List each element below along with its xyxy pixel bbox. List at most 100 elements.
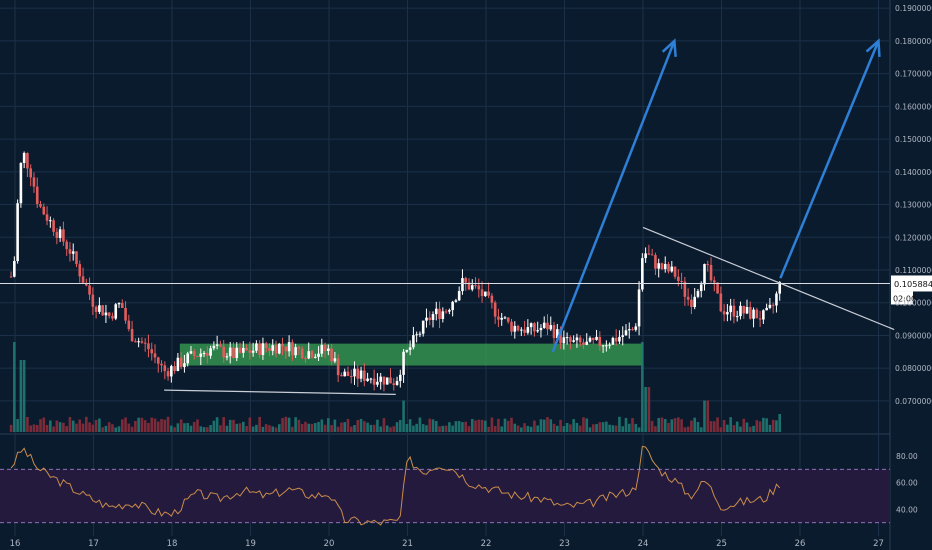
volume-bar — [506, 420, 510, 432]
candle-body — [637, 289, 641, 327]
volume-bar — [696, 421, 700, 432]
countdown-tag: 02:00 — [893, 294, 916, 303]
volume-bar — [219, 425, 222, 432]
price-tick-label: 0.17000000 — [895, 70, 932, 79]
candle-body — [65, 241, 68, 250]
volume-bar — [127, 423, 131, 432]
candle-body — [454, 300, 458, 302]
candle-body — [382, 376, 386, 385]
volume-bar — [614, 425, 618, 432]
volume-bar — [228, 419, 232, 432]
volume-bar — [26, 417, 29, 432]
time-tick-label: 18 — [167, 539, 178, 549]
candle-body — [490, 295, 494, 303]
volume-bar — [291, 426, 294, 432]
time-axis[interactable]: 16 17 18 19 20 21 22 23 24 25 26 27 — [10, 539, 884, 549]
volume-bar — [758, 421, 762, 432]
volume-bar — [160, 419, 163, 432]
volume-bar — [45, 424, 49, 432]
volume-bar — [323, 424, 327, 432]
price-tick-label: 0.10000000 — [895, 299, 932, 308]
trendlines — [164, 226, 895, 395]
volume-bar — [16, 419, 19, 432]
candle-body — [520, 329, 523, 331]
volume-bar — [405, 423, 409, 432]
candle-body — [71, 251, 75, 254]
candle-body — [245, 347, 248, 351]
candle-body — [140, 341, 144, 343]
volume-bar — [624, 417, 628, 432]
volume-bar — [644, 387, 647, 432]
volume-bar — [255, 424, 258, 432]
price-axis[interactable]: 0.07000000 0.08000000 0.09000000 0.10000000… — [895, 4, 932, 514]
volume-bar — [199, 426, 203, 432]
candle-body — [627, 329, 631, 331]
volume-bar — [549, 419, 553, 432]
candle-body — [484, 291, 487, 297]
volume-bar — [647, 387, 651, 432]
candle-body — [428, 317, 432, 321]
candle-body — [261, 343, 265, 355]
projection-arrows — [551, 38, 881, 353]
volume-bar — [183, 423, 186, 432]
volume-bar — [434, 421, 438, 432]
volume-bar — [683, 427, 687, 432]
candle-body — [431, 314, 435, 321]
candle-body — [359, 370, 363, 379]
volume-bar — [412, 425, 415, 432]
volume-bar — [372, 424, 376, 432]
candle-body — [333, 358, 337, 362]
volume-bar — [261, 426, 265, 432]
volume-bar — [677, 417, 680, 432]
volume-bar — [206, 427, 209, 432]
candle-body — [438, 308, 441, 320]
candle-body — [533, 323, 536, 332]
candle-body — [402, 351, 405, 375]
volume-bar — [320, 419, 324, 432]
candle-body — [752, 309, 755, 319]
volume-bar — [542, 419, 546, 432]
candle-body — [379, 376, 382, 382]
volume-bar — [572, 419, 575, 432]
volume-bar — [55, 420, 59, 432]
volume-bar — [68, 417, 72, 432]
candle-body — [739, 305, 742, 317]
price-tick-label: 0.12000000 — [895, 233, 932, 242]
volume-bar — [264, 424, 268, 432]
candle-body — [349, 375, 353, 377]
candle-body — [713, 280, 716, 283]
volume-bar — [709, 421, 713, 432]
candle-body — [591, 337, 595, 340]
price-tick-label: 0.13000000 — [895, 201, 932, 210]
volume-bar — [232, 419, 235, 432]
volume-bar — [546, 417, 549, 432]
candle-body — [562, 337, 566, 344]
volume-bar — [536, 425, 539, 432]
candle-body — [32, 177, 36, 187]
candle-body — [408, 347, 412, 350]
volume-bar — [297, 419, 301, 432]
volume-bar — [539, 419, 543, 432]
candle-body — [52, 220, 55, 232]
candle-body — [209, 348, 212, 356]
volume-bar — [467, 426, 471, 432]
time-tick-label: 23 — [559, 539, 570, 549]
candle-body — [670, 266, 674, 272]
volume-bar — [595, 424, 598, 432]
candle-body — [729, 305, 732, 313]
time-tick-label: 21 — [402, 539, 413, 549]
volume-bar — [693, 417, 696, 432]
candle-body — [735, 316, 739, 318]
candle-body — [340, 375, 343, 377]
volume-bar — [209, 424, 212, 432]
volume-bar — [461, 422, 464, 432]
last-price-line: 0.10588410 02:00 — [0, 275, 932, 305]
volume-bar — [552, 423, 556, 432]
candle-body — [395, 381, 399, 385]
volume-bar — [762, 417, 765, 432]
candle-body — [673, 266, 677, 277]
volume-bar — [575, 422, 579, 432]
volume-bar — [137, 417, 140, 432]
candle-body — [742, 305, 746, 314]
volume-bar — [650, 420, 654, 432]
